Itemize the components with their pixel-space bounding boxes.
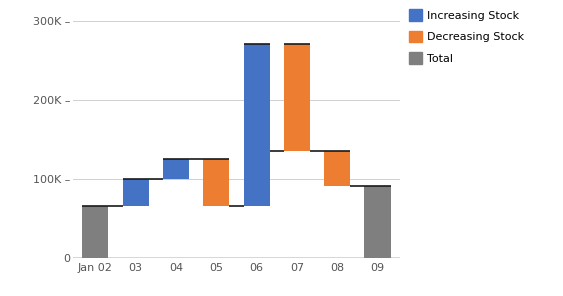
Bar (123, 178, 149, 206)
Bar (324, 151, 350, 186)
Bar (203, 159, 229, 206)
Bar (244, 44, 270, 206)
Bar (82, 206, 109, 258)
Bar (364, 186, 391, 258)
Bar (284, 44, 310, 151)
Legend: Increasing Stock, Decreasing Stock, Total: Increasing Stock, Decreasing Stock, Tota… (409, 9, 525, 64)
Bar (163, 159, 189, 178)
